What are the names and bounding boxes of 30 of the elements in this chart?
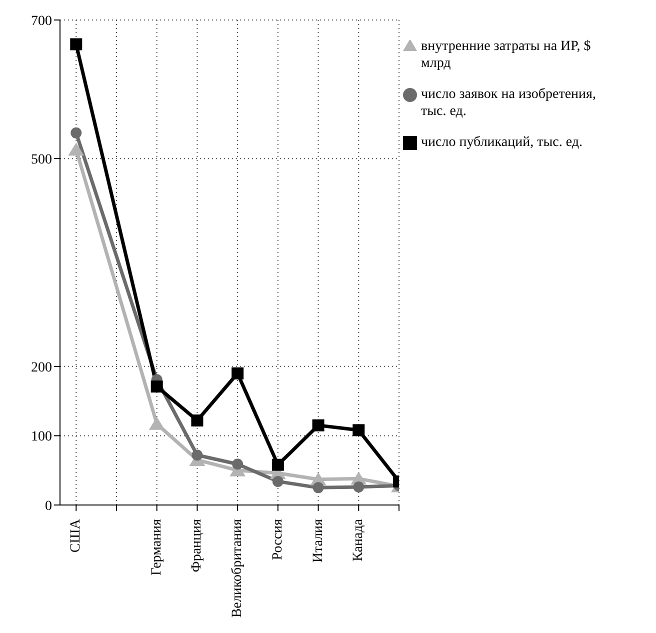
- y-tick-label: 100: [31, 430, 52, 445]
- point: [148, 416, 165, 430]
- y-tick-label: 0: [45, 498, 52, 514]
- point: [70, 38, 82, 50]
- point: [272, 476, 284, 487]
- legend-label: внутренние затраты на ИР, $ млрд: [421, 38, 592, 72]
- point: [312, 482, 324, 494]
- point: [68, 142, 84, 156]
- x-tick-label: Канада: [351, 518, 366, 562]
- point: [353, 481, 364, 492]
- point: [192, 450, 203, 461]
- x-tick-label: Великобритания: [230, 518, 246, 618]
- y-tick-label: 700: [31, 14, 52, 29]
- y-tick-label: 200: [31, 360, 52, 376]
- x-tick-label: США: [68, 518, 84, 553]
- x-tick-label: Россия: [270, 518, 286, 560]
- y-tick-label: 500: [31, 152, 52, 168]
- x-tick-label: Германия: [149, 518, 164, 576]
- point: [272, 458, 284, 471]
- point: [70, 127, 82, 138]
- x-tick-label: Италия: [310, 518, 326, 563]
- point: [352, 424, 365, 436]
- point: [312, 419, 324, 432]
- x-tick-label: Франция: [190, 518, 205, 572]
- point: [232, 367, 244, 380]
- point: [150, 380, 163, 393]
- legend-label: число заявок на изобретения, тыс. ед.: [421, 86, 597, 120]
- legend-label: число публикаций, тыс. ед.: [421, 134, 584, 151]
- point: [232, 458, 244, 470]
- point: [191, 414, 204, 426]
